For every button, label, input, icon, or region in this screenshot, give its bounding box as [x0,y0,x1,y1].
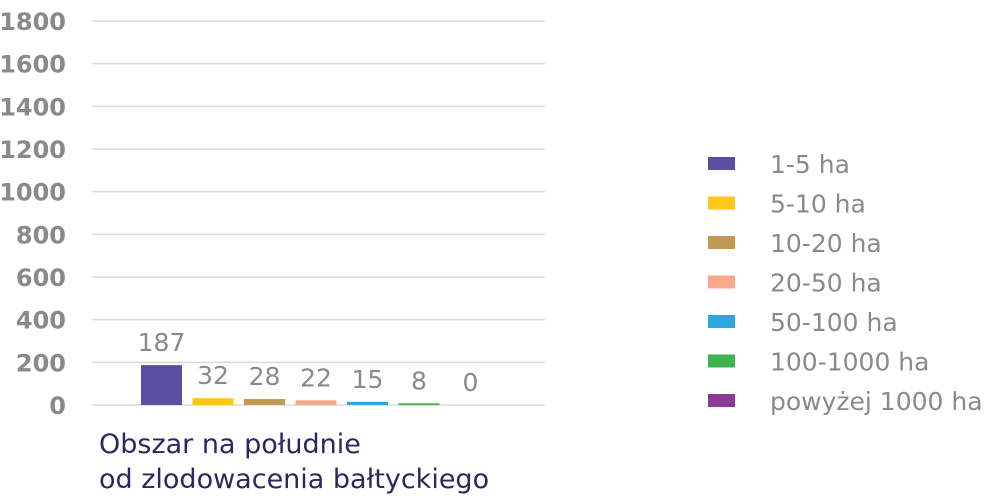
legend-entry: 100-1000 ha [770,348,929,377]
category-label: Obszar na południe od zlodowacenia bałty… [99,429,489,495]
legend-swatch [708,275,735,289]
bar-100-1000-ha [398,403,440,405]
data-label: 187 [138,328,186,357]
legend-entry: 10-20 ha [770,229,882,258]
legend-entry: 1-5 ha [770,150,850,179]
y-tick-label: 1600 [0,51,66,79]
data-label: 28 [249,362,281,391]
data-label: 32 [197,361,229,390]
bar-20-50-ha [295,400,337,405]
y-tick-label: 600 [16,264,66,292]
y-tick-label: 400 [16,307,66,335]
grid-lines [92,20,545,406]
legend-swatch [708,196,735,210]
legend-entry: 5-10 ha [770,190,866,219]
bars [141,365,440,405]
legend-swatch [708,354,735,368]
data-label: 8 [411,366,427,395]
y-tick-label: 1000 [0,179,66,207]
bar-5-10-ha [192,398,234,405]
y-tick-label: 800 [16,221,66,249]
y-tick-label: 1400 [0,93,66,121]
category-label-line: od zlodowacenia bałtyckiego [99,464,489,495]
data-label: 0 [463,368,479,397]
y-tick-label: 200 [16,349,66,377]
legend-swatch [708,157,735,170]
legend-swatch [708,394,735,407]
bar-1-5-ha [141,365,182,405]
data-labels: 187 32 28 22 15 8 0 [138,328,479,397]
legend-entry: powyżej 1000 ha [770,387,983,416]
category-label-line: Obszar na południe [99,429,361,460]
legend-entry: 20-50 ha [770,269,882,298]
y-axis-tick-labels: 0 200 400 600 800 1000 1200 1400 1600 1800 [0,8,66,420]
data-label: 22 [300,363,332,392]
legend-swatch [708,236,735,249]
legend-entry: 50-100 ha [770,308,898,337]
y-tick-label: 0 [49,392,66,420]
legend: 1-5 ha 5-10 ha 10-20 ha 20-50 ha 50-100 ha 10… [708,150,983,416]
bar-50-100-ha [347,401,388,405]
bar-10-20-ha [244,399,285,405]
y-tick-label: 1800 [0,8,66,36]
legend-swatch [708,315,735,328]
y-tick-label: 1200 [0,136,66,164]
data-label: 15 [352,365,384,394]
